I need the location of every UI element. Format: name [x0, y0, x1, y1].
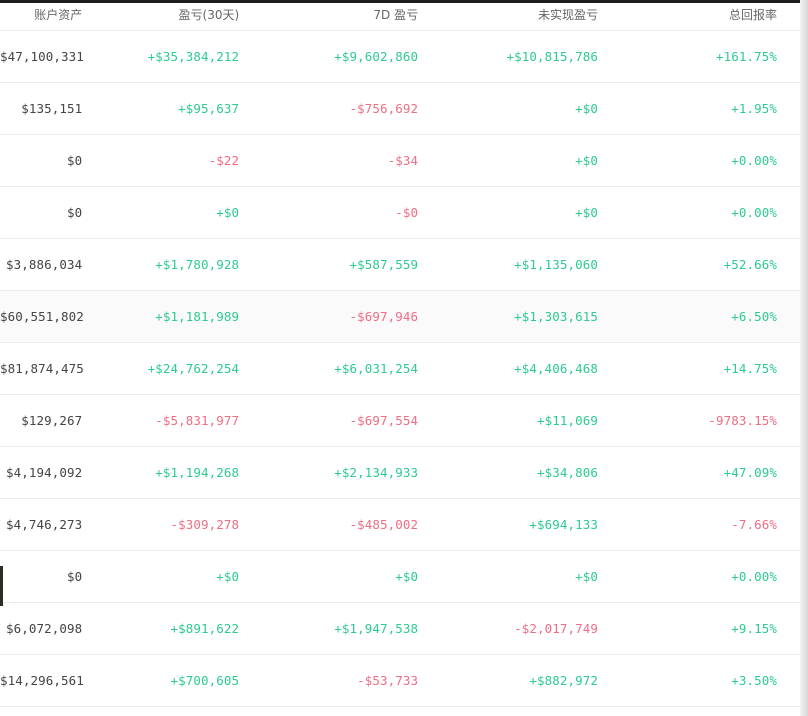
column-header-total-return[interactable]: 总回报率	[621, 0, 800, 31]
cell-unrealized-pnl: +$4,406,468	[441, 342, 622, 395]
table-row[interactable]: $14,296,561 +$700,605 -$53,733 +$882,972 +3.…	[0, 654, 800, 707]
cell-unrealized-pnl: +$0	[441, 134, 622, 187]
cell-account-assets: $135,151	[0, 82, 83, 135]
cell-unrealized-pnl: +$34,806	[441, 446, 622, 499]
cell-total-return: +3.50%	[621, 654, 800, 707]
cell-unrealized-pnl: +$11,069	[441, 394, 622, 447]
table-row[interactable]: $129,267 -$5,831,977 -$697,554 +$11,069 -978…	[0, 394, 800, 447]
cell-pnl-30d: -$309,278	[82, 498, 263, 551]
cell-pnl-7d: +$587,559	[262, 238, 442, 291]
cell-unrealized-pnl: +$1,303,615	[441, 290, 622, 343]
cell-total-return: +14.75%	[621, 342, 800, 395]
table-row[interactable]: $0 +$0 +$0 +$0 +0.00%	[0, 550, 800, 603]
cell-total-return: +52.66%	[621, 238, 800, 291]
cell-account-assets: $47,100,331	[0, 30, 84, 83]
cell-total-return: +9.15%	[621, 602, 800, 655]
cell-account-assets: $0	[0, 550, 83, 603]
table-row[interactable]: $60,551,802 +$1,181,989 -$697,946 +$1,303,6…	[0, 290, 800, 343]
cell-total-return: +6.50%	[621, 290, 800, 343]
table-row[interactable]: $135,151 +$95,637 -$756,692 +$0 +1.95%	[0, 82, 800, 135]
cell-pnl-30d: +$0	[82, 186, 263, 239]
cell-pnl-7d: -$756,692	[262, 82, 442, 135]
cell-unrealized-pnl: +$694,133	[441, 498, 622, 551]
cell-pnl-7d: -$697,554	[262, 394, 442, 447]
cell-pnl-7d: -$53,733	[262, 654, 442, 707]
right-edge-shadow	[800, 0, 808, 716]
cell-account-assets: $6,072,098	[0, 602, 83, 655]
cell-total-return: +0.00%	[621, 134, 800, 187]
cell-pnl-7d: +$9,602,860	[262, 30, 442, 83]
cell-account-assets: $0	[0, 186, 83, 239]
cell-unrealized-pnl: +$0	[441, 82, 622, 135]
left-edge-artifact	[0, 566, 3, 606]
cell-account-assets: $4,746,273	[0, 498, 83, 551]
column-header-unrealized-pnl[interactable]: 未实现盈亏	[441, 0, 622, 31]
table-row[interactable]: $3,886,034 +$1,780,928 +$587,559 +$1,135,06…	[0, 238, 800, 291]
cell-pnl-30d: +$1,780,928	[82, 238, 263, 291]
cell-pnl-30d: +$0	[82, 550, 263, 603]
table-row[interactable]: $0 -$22 -$34 +$0 +0.00%	[0, 134, 800, 187]
cell-total-return: +1.95%	[621, 82, 800, 135]
cell-pnl-30d: +$1,194,268	[82, 446, 263, 499]
cell-pnl-7d: +$1,947,538	[262, 602, 442, 655]
cell-unrealized-pnl: +$1,135,060	[441, 238, 622, 291]
cell-account-assets: $60,551,802	[0, 290, 84, 343]
table-row[interactable]: $6,072,098 +$891,622 +$1,947,538 -$2,017,74…	[0, 602, 800, 655]
column-header-pnl-7d[interactable]: 7D 盈亏	[262, 0, 442, 31]
pnl-table: 账户资产 盈亏(30天) 7D 盈亏 未实现盈亏 总回报率 $47,100,33…	[0, 0, 800, 707]
cell-pnl-30d: +$35,384,212	[82, 30, 263, 83]
column-header-pnl-30d[interactable]: 盈亏(30天)	[82, 0, 263, 31]
cell-pnl-30d: -$5,831,977	[82, 394, 263, 447]
column-header-account-assets[interactable]: 账户资产	[0, 0, 83, 31]
table-row[interactable]: $0 +$0 -$0 +$0 +0.00%	[0, 186, 800, 239]
cell-total-return: +161.75%	[621, 30, 800, 83]
cell-account-assets: $4,194,092	[0, 446, 83, 499]
cell-total-return: +0.00%	[621, 550, 800, 603]
cell-unrealized-pnl: +$882,972	[441, 654, 622, 707]
cell-unrealized-pnl: +$10,815,786	[441, 30, 622, 83]
table-row[interactable]: $4,194,092 +$1,194,268 +$2,134,933 +$34,806…	[0, 446, 800, 499]
cell-unrealized-pnl: +$0	[441, 186, 622, 239]
cell-account-assets: $0	[0, 134, 83, 187]
cell-account-assets: $14,296,561	[0, 654, 84, 707]
cell-unrealized-pnl: -$2,017,749	[441, 602, 622, 655]
cell-pnl-30d: +$891,622	[82, 602, 263, 655]
table-row[interactable]: $4,746,273 -$309,278 -$485,002 +$694,133 -7.…	[0, 498, 800, 551]
cell-pnl-7d: +$6,031,254	[262, 342, 442, 395]
cell-total-return: -7.66%	[621, 498, 800, 551]
cell-pnl-30d: +$95,637	[82, 82, 263, 135]
cell-pnl-7d: +$0	[262, 550, 442, 603]
cell-total-return: -9783.15%	[621, 394, 800, 447]
cell-pnl-7d: -$697,946	[262, 290, 442, 343]
cell-total-return: +47.09%	[621, 446, 800, 499]
cell-account-assets: $81,874,475	[0, 342, 84, 395]
cell-pnl-7d: -$0	[262, 186, 442, 239]
cell-pnl-7d: -$34	[262, 134, 442, 187]
cell-pnl-30d: +$700,605	[82, 654, 263, 707]
cell-account-assets: $129,267	[0, 394, 83, 447]
table-header-row: 账户资产 盈亏(30天) 7D 盈亏 未实现盈亏 总回报率	[0, 0, 800, 31]
cell-pnl-7d: +$2,134,933	[262, 446, 442, 499]
cell-account-assets: $3,886,034	[0, 238, 83, 291]
cell-pnl-30d: +$1,181,989	[82, 290, 263, 343]
table-row[interactable]: $81,874,475 +$24,762,254 +$6,031,254 +$4,40…	[0, 342, 800, 395]
cell-pnl-30d: -$22	[82, 134, 263, 187]
table-body: $47,100,331 +$35,384,212 +$9,602,860 +$10,8…	[0, 30, 800, 707]
cell-total-return: +0.00%	[621, 186, 800, 239]
cell-unrealized-pnl: +$0	[441, 550, 622, 603]
cell-pnl-30d: +$24,762,254	[82, 342, 263, 395]
cell-pnl-7d: -$485,002	[262, 498, 442, 551]
table-row[interactable]: $47,100,331 +$35,384,212 +$9,602,860 +$10,8…	[0, 30, 800, 83]
